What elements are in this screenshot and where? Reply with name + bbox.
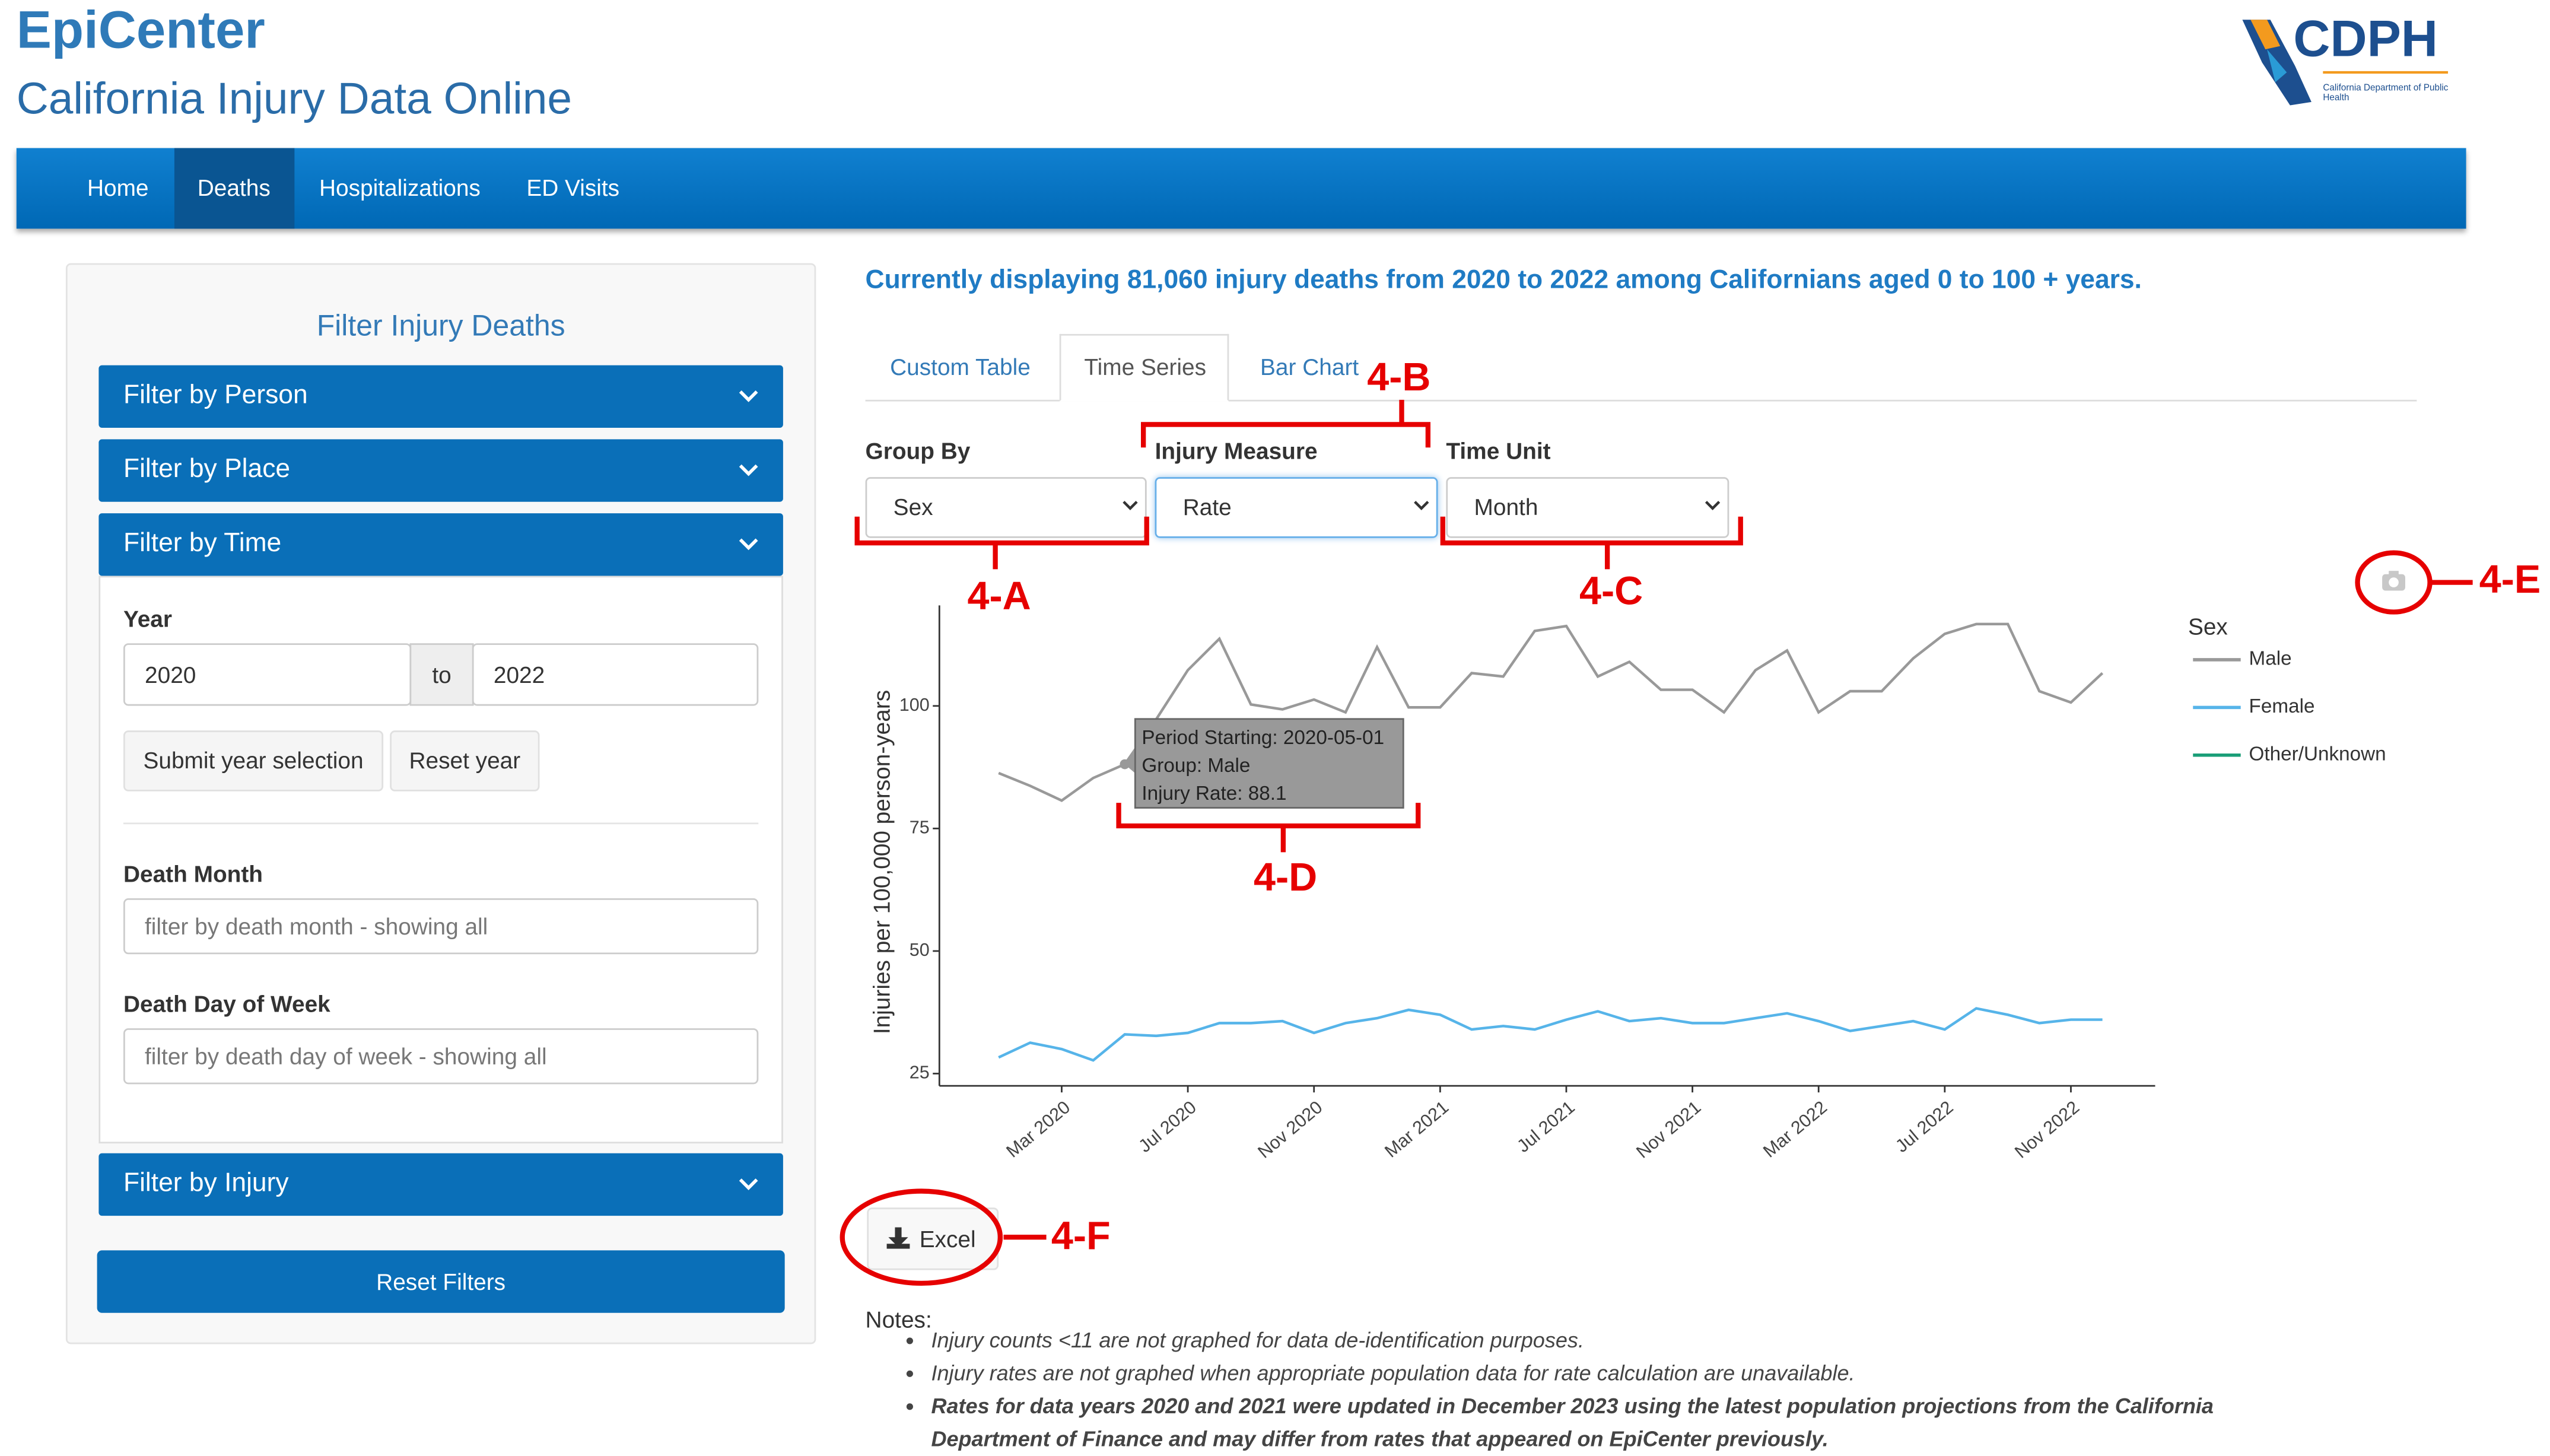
logo-mark — [2242, 20, 2449, 106]
year-from[interactable]: 2020 — [123, 643, 412, 706]
chevrons — [739, 390, 758, 1190]
select[interactable]: Month — [1446, 477, 1729, 538]
annotation: 4-A — [967, 574, 1031, 618]
summary: Currently displaying 81,060 injury death… — [865, 266, 2142, 295]
logo-subtext: California Department of Public Health — [2323, 84, 2449, 104]
tooltip-pointer — [1124, 750, 1136, 774]
year-to[interactable]: 2022 — [472, 643, 759, 706]
select-arrows — [1123, 501, 1721, 510]
tooltip-line: Period Starting: 2020-05-01 — [1142, 727, 1384, 749]
annotation: 4-F — [1051, 1215, 1111, 1258]
tab-active — [1059, 333, 1229, 402]
y-tick-label: 50 — [910, 940, 930, 960]
notes-list: Injury counts <11 are not graphed for da… — [866, 1324, 2313, 1456]
control-label: Group By — [865, 437, 971, 464]
x-tick-label: Nov 2022 — [2011, 1097, 2083, 1162]
legend-label: Male — [2249, 648, 2292, 670]
death-month-label: Death Month — [123, 860, 263, 887]
sidebar-title: Filter Injury Deaths — [316, 309, 565, 342]
y-tick-label: 25 — [910, 1063, 930, 1083]
y-tick-label: 100 — [899, 695, 930, 715]
tab[interactable]: Bar Chart — [1260, 354, 1359, 380]
select[interactable]: Rate — [1155, 477, 1438, 538]
filter-section[interactable]: Filter by Place — [98, 439, 783, 502]
tab-line — [865, 399, 2417, 402]
year-to-addon: to — [409, 643, 474, 706]
year-label: Year — [123, 605, 173, 632]
nav-active — [174, 148, 295, 229]
annotation: 4-E — [2479, 558, 2541, 602]
x-tick-label: Mar 2020 — [1003, 1097, 1074, 1162]
select[interactable]: Sex — [865, 477, 1147, 538]
filter-section[interactable]: Filter by Time — [98, 513, 783, 576]
death-dow-label: Death Day of Week — [123, 990, 330, 1017]
death-month-input[interactable]: filter by death month - showing all — [123, 898, 759, 955]
control-label: Time Unit — [1446, 437, 1551, 464]
navbar — [16, 148, 2466, 229]
note: Injury counts <11 are not graphed for da… — [931, 1324, 2313, 1357]
tooltip — [1134, 718, 1404, 809]
x-tick-label: Nov 2020 — [1254, 1097, 1327, 1162]
tab[interactable]: Custom Table — [890, 354, 1031, 380]
death-dow-input[interactable]: filter by death day of week - showing al… — [123, 1028, 759, 1085]
nav-item[interactable]: ED Visits — [526, 174, 620, 201]
nav-item[interactable]: Deaths — [197, 174, 271, 201]
filter-section[interactable]: Filter by Person — [98, 365, 783, 428]
legend-title: Sex — [2188, 614, 2228, 640]
filter-section[interactable]: Filter by Injury — [98, 1153, 783, 1216]
reset-filters-button[interactable]: Reset Filters — [97, 1250, 785, 1313]
series-line — [998, 622, 2104, 802]
nav-item[interactable]: Home — [87, 174, 149, 201]
x-tick-label: Mar 2022 — [1759, 1097, 1831, 1162]
y-axis-title: Injuries per 100,000 person-years — [869, 690, 895, 1034]
annotation-marks — [840, 399, 2473, 1286]
legend-label: Other/Unknown — [2249, 743, 2386, 765]
notes-title: Notes: — [865, 1306, 932, 1333]
control-label: Injury Measure — [1155, 437, 1318, 464]
excel-button[interactable]: Excel — [867, 1207, 999, 1270]
note: Rates for data years 2020 and 2021 were … — [931, 1390, 2313, 1456]
x-tick-label: Mar 2021 — [1381, 1097, 1453, 1162]
series-line — [998, 1007, 2103, 1062]
chart: 25 50 75 100 Mar 2020 Jul 2020 Nov 2020 Mar 202… — [869, 605, 2386, 1162]
tooltip-line: Group: Male — [1142, 755, 1250, 777]
reset-year-button[interactable]: Reset year — [390, 730, 540, 791]
camera-icon — [2382, 571, 2405, 591]
annotation: 4-C — [1579, 570, 1643, 613]
tab[interactable]: Time Series — [1084, 354, 1207, 380]
nav-item[interactable]: Hospitalizations — [319, 174, 481, 201]
site-title: EpiCenter — [16, 0, 265, 59]
logo-text: CDPH — [2293, 9, 2438, 68]
site-subtitle: California Injury Data Online — [16, 74, 573, 123]
note: Injury rates are not graphed when approp… — [931, 1358, 2313, 1390]
y-tick-label: 75 — [910, 817, 930, 837]
divider — [123, 822, 759, 825]
x-tick-label: Jul 2022 — [1891, 1097, 1957, 1156]
annotation-labels: 4-A 4-B 4-C 4-D 4-E 4-F — [967, 355, 2541, 1258]
annotation: 4-D — [1254, 856, 1317, 899]
x-tick-label: Jul 2020 — [1135, 1097, 1200, 1156]
tooltip-line: Injury Rate: 88.1 — [1142, 783, 1286, 805]
x-tick-label: Nov 2021 — [1632, 1097, 1705, 1162]
x-tick-label: Jul 2021 — [1514, 1097, 1579, 1156]
legend-label: Female — [2249, 695, 2315, 717]
download-icon — [886, 1227, 910, 1249]
annotation: 4-B — [1367, 355, 1430, 399]
submit-year-button[interactable]: Submit year selection — [123, 730, 384, 791]
